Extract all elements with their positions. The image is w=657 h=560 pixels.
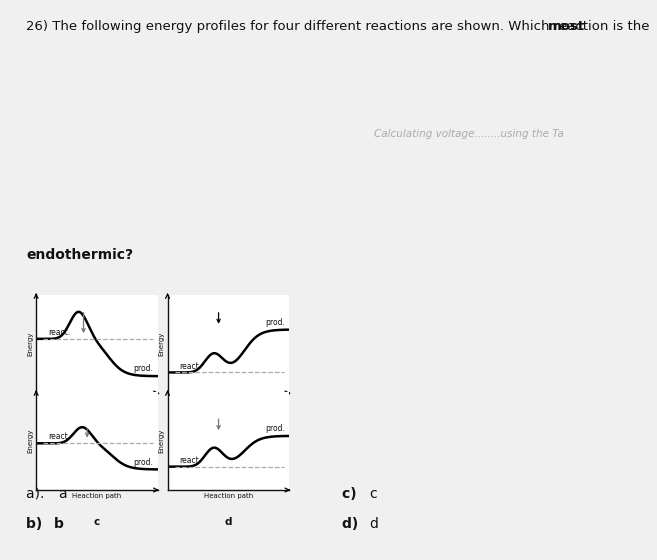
Text: a: a	[93, 421, 101, 431]
Text: a: a	[58, 487, 66, 501]
Text: react.: react.	[180, 362, 202, 371]
X-axis label: Heaction path: Heaction path	[204, 396, 253, 402]
Y-axis label: Energy: Energy	[159, 429, 165, 453]
Text: prod.: prod.	[265, 318, 284, 326]
Text: prod.: prod.	[133, 458, 153, 466]
Text: most: most	[548, 20, 585, 32]
Text: b: b	[54, 516, 64, 531]
Text: d: d	[225, 517, 232, 528]
Text: react.: react.	[180, 456, 202, 465]
Text: b): b)	[26, 516, 47, 531]
Y-axis label: Energy: Energy	[28, 332, 34, 356]
Text: Calculating voltage........using the Ta: Calculating voltage........using the Ta	[374, 129, 564, 139]
Text: c: c	[94, 517, 100, 528]
Text: prod.: prod.	[265, 424, 284, 433]
Y-axis label: Energy: Energy	[159, 332, 165, 356]
Text: endothermic?: endothermic?	[26, 248, 133, 262]
Text: c): c)	[342, 487, 361, 501]
X-axis label: Heaction path: Heaction path	[204, 493, 253, 499]
Text: d: d	[369, 516, 378, 531]
Y-axis label: Energy: Energy	[28, 429, 34, 453]
Text: react.: react.	[49, 432, 70, 441]
Text: c: c	[369, 487, 377, 501]
Text: d): d)	[342, 516, 363, 531]
Text: prod.: prod.	[133, 365, 153, 374]
X-axis label: Heaction path: Heaction path	[72, 396, 122, 402]
Text: a).: a).	[26, 487, 49, 501]
Text: 26) The following energy profiles for four different reactions are shown. Which : 26) The following energy profiles for fo…	[26, 20, 654, 32]
Text: b: b	[225, 421, 232, 431]
Text: react.: react.	[49, 328, 70, 337]
X-axis label: Heaction path: Heaction path	[72, 493, 122, 499]
